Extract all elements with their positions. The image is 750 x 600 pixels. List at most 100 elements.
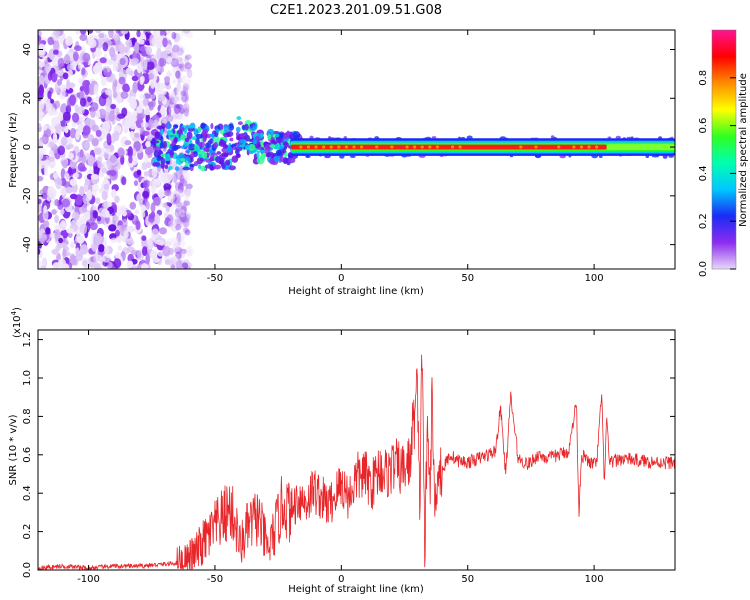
- spectrogram-cell: [61, 136, 68, 147]
- spectrogram-cell: [181, 92, 190, 103]
- spectrogram-cell: [76, 92, 81, 98]
- signal-band-dot: [299, 145, 303, 149]
- spectrogram-cell: [57, 69, 64, 77]
- spectrogram-cell: [136, 169, 142, 176]
- spectrogram-cell: [172, 189, 180, 199]
- spectrogram-cell: [305, 155, 311, 158]
- spectrogram-cell: [225, 159, 231, 166]
- spectrogram-cell: [180, 158, 186, 162]
- spectrogram-cell: [182, 103, 188, 113]
- spectrogram-cell: [235, 126, 241, 133]
- spectrogram-cell: [201, 151, 208, 159]
- spectrogram-cell: [142, 97, 148, 107]
- spectrogram-cell: [171, 31, 177, 40]
- spectrogram-cell: [77, 162, 86, 172]
- spectrogram-cell: [175, 168, 183, 181]
- signal-band-dot: [519, 145, 523, 149]
- spectrogram-cell: [75, 130, 80, 141]
- spectrogram-cell: [213, 142, 219, 149]
- spectrogram-cell: [100, 127, 108, 140]
- spectrogram-cell: [349, 155, 356, 159]
- spectrogram-cell: [62, 159, 69, 169]
- spectrogram-y-ticks: -40 -20 0 20 40: [22, 43, 675, 253]
- spectrogram-cell: [73, 45, 82, 52]
- spectrogram-cell: [182, 102, 190, 114]
- spectrogram-cell: [141, 246, 148, 257]
- spectrogram-cell: [58, 222, 67, 231]
- spectrogram-cell: [185, 31, 194, 39]
- spectrogram-cell: [148, 213, 154, 220]
- spectrogram-cell: [38, 61, 45, 68]
- snr-frame: [37, 329, 676, 571]
- spectrogram-cell: [184, 55, 190, 66]
- spectrogram-cell: [188, 143, 196, 151]
- spectrogram-cell: [38, 198, 42, 205]
- spectrogram-cell: [106, 133, 112, 143]
- snr-x-tick-label: -100: [77, 574, 100, 585]
- spectrogram-cell: [170, 198, 178, 205]
- spectrogram-cell: [267, 133, 272, 141]
- spectrogram-cell: [183, 191, 189, 202]
- figure-title: C2E1.2023.201.09.51.G08: [270, 3, 442, 18]
- spectrogram-cell: [158, 192, 164, 199]
- spectrogram-cell: [160, 135, 164, 144]
- spectrogram-cell: [140, 211, 146, 218]
- spectrogram-cell: [252, 125, 257, 130]
- signal-band-dot: [329, 145, 333, 149]
- spectrogram-cell: [275, 136, 284, 144]
- spectrogram-cell: [170, 88, 179, 99]
- spectrogram-cell: [151, 228, 160, 239]
- spectrogram-cell: [186, 68, 193, 79]
- spectrogram-cell: [244, 123, 249, 131]
- spectrogram-cell: [186, 131, 193, 140]
- spectrogram-cell: [166, 122, 171, 130]
- spectrogram-cell: [88, 84, 94, 95]
- spectrogram-cell: [177, 204, 184, 214]
- spectrogram-cell: [292, 131, 301, 139]
- spectrogram-cell: [79, 223, 88, 235]
- spectrogram-cell: [38, 138, 44, 150]
- spectrogram-cell: [115, 30, 121, 34]
- spectrogram-cell: [431, 136, 437, 139]
- spectrogram-cell: [213, 135, 220, 143]
- spectrogram-x-ticks: -100 -50 0 50 100: [77, 30, 604, 284]
- signal-band-dot: [428, 145, 432, 149]
- spectrogram-cell: [61, 198, 71, 208]
- spectrogram-cell: [131, 155, 138, 166]
- colorbar-label: Normalized spectral amplitude: [738, 73, 749, 227]
- spectrogram-cell: [183, 213, 191, 222]
- spectrogram-cell: [172, 242, 180, 254]
- spectrogram-cell: [174, 182, 182, 189]
- spectrogram-x-tick-label: 100: [585, 273, 604, 284]
- spectrogram-cell: [146, 238, 153, 250]
- spectrogram-cell: [183, 127, 187, 135]
- spectrogram-marks: [38, 30, 675, 269]
- spectrogram-cell: [51, 209, 57, 215]
- spectrogram-cell: [200, 122, 206, 129]
- spectrogram-cell: [173, 137, 178, 143]
- spectrogram-cell: [79, 149, 84, 158]
- spectrogram-cell: [288, 157, 296, 164]
- spectrogram-cell: [48, 149, 54, 159]
- spectrogram-cell: [39, 237, 46, 244]
- spectrogram-cell: [69, 254, 78, 266]
- spectrogram-cell: [171, 79, 177, 85]
- spectrogram-cell: [184, 262, 193, 269]
- spectrogram-cell: [103, 183, 110, 191]
- spectrogram-cell: [41, 257, 47, 267]
- spectrogram-cell: [171, 258, 179, 269]
- spectrogram-cell: [179, 112, 189, 122]
- spectrogram-cell: [175, 251, 182, 260]
- spectrogram-cell: [160, 50, 168, 60]
- spectrogram-cell: [177, 212, 185, 225]
- spectrogram-cell: [170, 236, 179, 247]
- spectrogram-cell: [67, 97, 72, 109]
- spectrogram-cell: [188, 125, 195, 129]
- spectrogram-cell: [118, 76, 126, 85]
- signal-band-dot: [390, 145, 394, 149]
- spectrogram-cell: [121, 204, 126, 214]
- spectrogram-cell: [284, 142, 289, 148]
- spectrogram-cell: [64, 172, 70, 181]
- spectrogram-cell: [86, 96, 92, 103]
- spectrogram-cell: [180, 169, 185, 178]
